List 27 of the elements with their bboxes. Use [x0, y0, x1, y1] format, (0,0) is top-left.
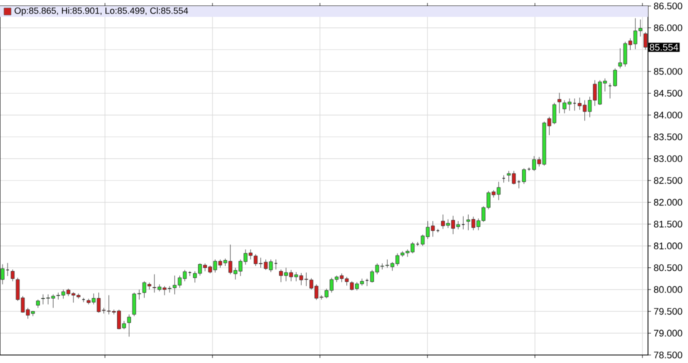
- candlestick: [6, 262, 10, 276]
- candlestick: [461, 216, 465, 230]
- y-tick-label: 78.500: [654, 352, 682, 358]
- candlestick: [127, 314, 131, 337]
- y-tick-label: 86.500: [654, 2, 682, 10]
- y-tick-label: 80.000: [654, 286, 682, 293]
- candlestick: [0, 264, 4, 285]
- band-label: Op:85.865, Hi:85.901, Lo:85.499, Cl:85.554: [14, 7, 188, 16]
- y-tick-label: 83.000: [654, 155, 682, 162]
- candlestick: [82, 298, 86, 302]
- y-tick-label: 82.000: [654, 198, 682, 206]
- text: 85.554: [650, 44, 678, 51]
- candlestick: [644, 32, 648, 50]
- y-tick-label: 86.000: [654, 24, 682, 32]
- y-tick-label: 81.500: [654, 220, 682, 228]
- y-tick-label: 79.500: [654, 308, 682, 315]
- y-tick-label: 84.000: [654, 112, 682, 118]
- y-tick-label: 85.000: [654, 68, 682, 75]
- candlestick: [10, 269, 15, 282]
- candlestick: [522, 168, 526, 184]
- y-tick-label: 84.500: [654, 90, 682, 97]
- y-tick-label: 83.500: [654, 134, 682, 140]
- y-tick-label: 81.000: [654, 242, 682, 250]
- y-tick-label: 80.500: [654, 264, 682, 272]
- y-tick-label: 82.500: [654, 177, 682, 184]
- y-tick-label: 79.000: [654, 330, 682, 337]
- candlestick: [558, 92, 562, 114]
